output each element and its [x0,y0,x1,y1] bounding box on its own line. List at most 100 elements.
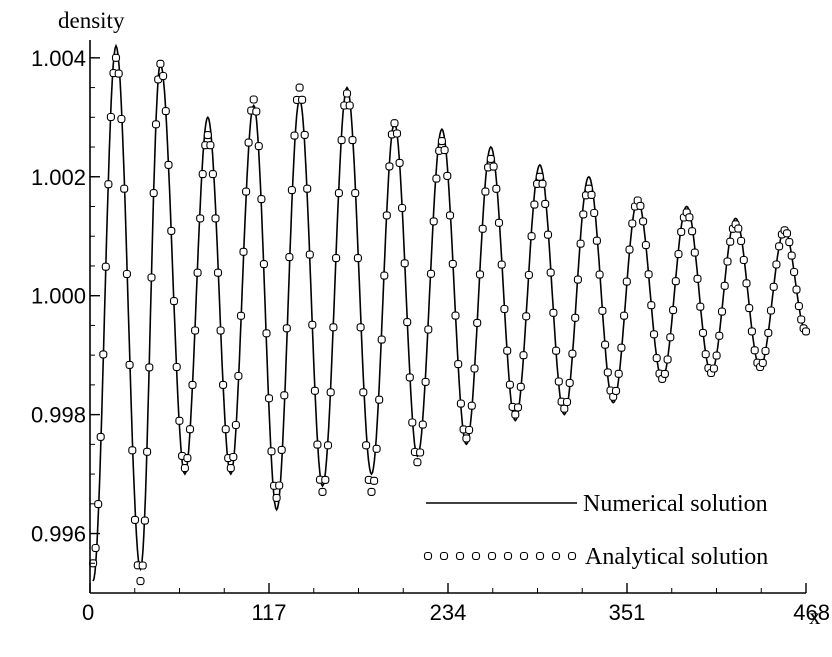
analytical-point [524,270,533,280]
analytical-point [382,211,391,220]
y-tick-label: 0.998 [31,403,86,428]
analytical-point [99,350,108,359]
analytical-point [649,330,659,339]
y-tick-label: 1.000 [31,284,86,309]
analytical-point [546,268,555,277]
legend-marker [503,551,513,561]
analytical-point [377,335,386,344]
analytical-point [726,237,735,246]
analytical-point [671,277,680,286]
analytical-point [117,114,126,124]
analytical-point [140,516,149,525]
analytical-point [505,380,514,389]
x-tick-label: 234 [430,600,467,625]
analytical-point [111,53,121,62]
analytical-point [617,343,626,352]
analytical-point [332,254,341,263]
analytical-point [326,388,335,397]
analytical-point [106,112,115,122]
analytical-point [267,447,276,456]
analytical-point [709,364,718,373]
analytical-point [552,346,561,355]
analytical-point [149,189,158,198]
analytical-point [475,270,485,279]
analytical-point [257,195,266,204]
analytical-point [790,267,799,277]
analytical-point [252,107,261,116]
analytical-point [538,179,547,188]
analytical-point [101,262,110,271]
analytical-point [432,174,441,183]
y-axis-title: density [58,8,125,33]
analytical-point [405,373,414,382]
analytical-point [497,260,506,269]
analytical-point [213,268,223,277]
analytical-point [310,386,319,395]
analytical-point [329,323,338,332]
analytical-point [739,255,748,265]
analytical-point [797,315,806,324]
analytical-point [295,83,304,92]
analytical-point [579,210,588,219]
analytical-point [305,250,314,259]
analytical-point [611,386,621,395]
analytical-point [424,325,433,334]
analytical-point [443,171,452,180]
x-axis-title: x [809,604,821,629]
analytical-point [639,217,648,226]
analytical-point [590,208,599,218]
y-tick-label: 0.996 [31,522,86,547]
analytical-point [234,371,243,381]
analytical-point [380,271,389,280]
analytical-point [351,189,360,198]
analytical-point [652,354,661,363]
analytical-point [666,333,675,342]
analytical-point [587,190,596,199]
analytical-point [216,326,225,335]
analytical-point [696,302,705,311]
analytical-point [717,307,727,316]
analytical-point [677,227,686,236]
analytical-point [470,364,479,373]
analytical-point [262,329,271,338]
legend-marker [567,551,577,561]
analytical-point [219,380,228,389]
analytical-point [334,189,343,198]
analytical-point [298,95,307,104]
analytical-point [500,304,509,314]
analytical-point [125,360,134,369]
analytical-point [625,245,634,254]
analytical-point [375,395,384,404]
analytical-point [465,425,474,435]
analytical-point [787,251,796,260]
analytical-point [272,493,281,502]
y-tick-label: 1.004 [31,46,86,71]
analytical-point [663,355,672,364]
analytical-point [761,346,770,356]
analytical-point [193,268,202,277]
analytical-point [560,404,569,413]
plot-area [92,43,807,582]
analytical-point [231,420,240,430]
x-tick-label: 351 [609,600,646,625]
analytical-point [801,327,811,336]
analytical-point [290,131,299,140]
analytical-point [345,101,354,110]
axes [89,40,807,594]
analytical-point [758,358,767,367]
analytical-point [742,279,751,288]
analytical-point [688,227,697,236]
analytical-point [313,440,322,449]
analytical-point [226,464,235,473]
analytical-point [764,328,773,337]
analytical-point [308,320,317,329]
analytical-point [392,129,402,138]
analytical-point [745,304,754,313]
legend-marker [439,551,449,561]
legend-marker [551,551,561,561]
analytical-point [104,180,113,189]
analytical-point [769,282,778,291]
x-tick-label: 468 [793,600,830,625]
analytical-point [530,200,539,209]
